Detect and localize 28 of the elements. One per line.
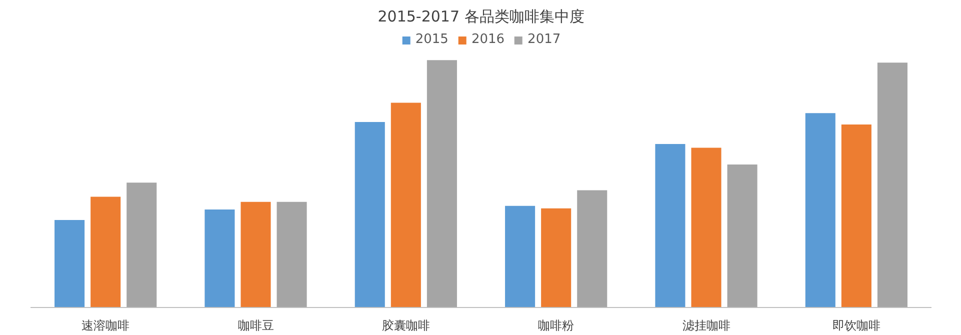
bar	[877, 62, 908, 308]
bar	[655, 144, 686, 308]
x-tick-label: 滤挂咖啡	[682, 318, 730, 332]
bar	[426, 60, 457, 308]
x-tick-label: 咖啡豆	[238, 318, 274, 332]
chart-title: 2015-2017 各品类咖啡集中度	[378, 8, 584, 26]
bar	[841, 124, 872, 308]
bar	[691, 148, 722, 308]
bar	[577, 190, 608, 308]
bar	[126, 182, 157, 308]
bar	[727, 164, 758, 308]
legend-label: 2017	[528, 32, 561, 47]
bar	[505, 206, 536, 308]
x-tick-label: 胶囊咖啡	[382, 318, 430, 332]
bar	[541, 208, 572, 308]
bar	[54, 220, 85, 308]
bar	[390, 102, 421, 308]
bar	[240, 202, 271, 308]
bar	[354, 122, 385, 308]
bar	[204, 210, 235, 308]
legend-label: 2015	[415, 32, 448, 47]
x-tick-label: 咖啡粉	[538, 318, 574, 332]
legend-label: 2016	[471, 32, 505, 47]
bar	[90, 196, 121, 308]
x-tick-label: 即饮咖啡	[832, 318, 880, 332]
x-tick-label: 速溶咖啡	[82, 318, 130, 332]
bar	[805, 113, 836, 308]
bar	[276, 202, 307, 308]
